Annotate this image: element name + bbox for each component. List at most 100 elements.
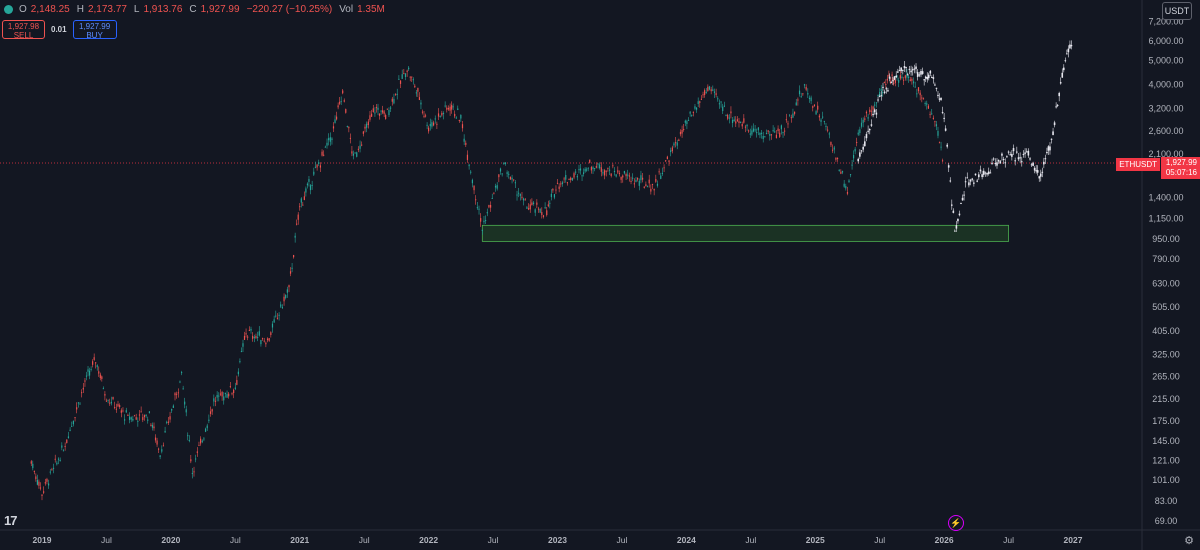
price-candle bbox=[458, 119, 460, 121]
price-candle bbox=[792, 113, 794, 118]
price-candle bbox=[695, 107, 698, 110]
price-candle bbox=[513, 179, 515, 181]
price-candle bbox=[663, 167, 665, 169]
projection-candle bbox=[932, 77, 935, 79]
price-candle bbox=[759, 133, 761, 135]
y-tick-label: 145.00 bbox=[1152, 436, 1180, 446]
sell-button[interactable]: 1,927.98 SELL bbox=[2, 20, 45, 40]
projection-candle bbox=[910, 70, 912, 73]
price-candle bbox=[85, 375, 88, 377]
price-candle bbox=[386, 108, 388, 110]
price-candle bbox=[731, 119, 734, 123]
projection-candle bbox=[915, 66, 917, 69]
projection-candle bbox=[989, 172, 992, 174]
price-candle bbox=[36, 479, 38, 485]
price-candle bbox=[741, 123, 743, 127]
projection-candle bbox=[1067, 48, 1070, 53]
price-candle bbox=[473, 185, 475, 191]
x-tick-label: 2022 bbox=[419, 535, 438, 545]
price-candle bbox=[599, 164, 601, 169]
price-candle bbox=[335, 116, 338, 120]
gear-icon[interactable]: ⚙ bbox=[1184, 535, 1194, 547]
currency-selector[interactable]: USDT bbox=[1162, 2, 1192, 20]
change-value: −220.27 (−10.25%) bbox=[246, 4, 333, 15]
price-candle bbox=[393, 98, 395, 104]
projection-candle bbox=[1022, 153, 1025, 155]
y-tick-label: 215.00 bbox=[1152, 394, 1180, 404]
price-candle bbox=[276, 317, 279, 319]
price-candle bbox=[853, 154, 855, 159]
price-candle bbox=[615, 174, 617, 177]
price-candle bbox=[122, 410, 124, 412]
price-candle bbox=[934, 121, 936, 123]
price-candle bbox=[800, 96, 802, 98]
projection-candle bbox=[954, 230, 956, 232]
y-tick-label: 69.00 bbox=[1155, 516, 1178, 526]
price-candle bbox=[818, 115, 820, 118]
price-candle bbox=[901, 76, 903, 78]
price-candle bbox=[403, 73, 405, 75]
price-candle bbox=[408, 67, 410, 70]
price-candle bbox=[90, 368, 92, 370]
price-candle bbox=[723, 105, 725, 107]
price-candle bbox=[710, 89, 712, 92]
projection-candle bbox=[873, 109, 876, 113]
projection-candle bbox=[938, 98, 941, 100]
price-candle bbox=[306, 183, 309, 186]
price-candle bbox=[810, 97, 812, 102]
price-candle bbox=[807, 93, 809, 95]
price-candle bbox=[302, 204, 304, 206]
price-candle bbox=[787, 123, 789, 125]
price-candle bbox=[112, 397, 114, 400]
price-candle bbox=[700, 98, 703, 100]
projection-candle bbox=[902, 69, 904, 71]
price-candle bbox=[558, 186, 560, 189]
buy-button[interactable]: 1,927.99 BUY bbox=[72, 20, 117, 40]
projection-candle bbox=[1012, 148, 1015, 152]
price-candle bbox=[261, 338, 264, 340]
price-candle bbox=[185, 409, 187, 413]
price-candle bbox=[935, 124, 938, 127]
price-candle bbox=[480, 218, 482, 222]
price-candle bbox=[362, 131, 364, 134]
price-candle bbox=[96, 365, 98, 368]
price-candle bbox=[805, 86, 807, 90]
projection-candle bbox=[929, 70, 932, 74]
price-candle bbox=[603, 170, 606, 176]
price-candle bbox=[311, 184, 313, 186]
lightning-icon[interactable]: ⚡ bbox=[948, 515, 964, 531]
projection-candle bbox=[982, 170, 985, 175]
price-candle bbox=[366, 123, 368, 128]
price-candle bbox=[581, 175, 583, 177]
price-candle bbox=[451, 105, 453, 110]
price-candle bbox=[171, 409, 173, 411]
price-candle bbox=[369, 115, 371, 120]
price-candle bbox=[119, 405, 121, 408]
price-candle bbox=[348, 127, 350, 129]
price-candle bbox=[550, 193, 552, 198]
y-tick-label: 790.00 bbox=[1152, 254, 1180, 264]
price-candle bbox=[69, 429, 71, 431]
price-candle bbox=[553, 194, 556, 198]
price-candle bbox=[643, 186, 645, 188]
price-candle bbox=[204, 428, 207, 432]
price-candle bbox=[877, 95, 879, 97]
price-candle bbox=[717, 98, 719, 100]
price-candle bbox=[159, 455, 161, 457]
price-candle bbox=[499, 168, 502, 172]
projection-candle bbox=[1004, 162, 1007, 164]
price-candle bbox=[518, 192, 520, 194]
price-candle bbox=[864, 118, 866, 120]
projection-candle bbox=[1002, 158, 1005, 160]
tradingview-logo-icon[interactable]: 17 bbox=[4, 513, 18, 528]
price-candle bbox=[195, 458, 197, 460]
price-candle bbox=[509, 176, 512, 180]
y-tick-label: 175.00 bbox=[1152, 416, 1180, 426]
projection-candle bbox=[872, 113, 874, 116]
projection-candle bbox=[892, 80, 894, 82]
price-candle bbox=[188, 439, 190, 442]
price-candle bbox=[486, 212, 488, 214]
y-tick-label: 4,000.00 bbox=[1148, 80, 1183, 90]
